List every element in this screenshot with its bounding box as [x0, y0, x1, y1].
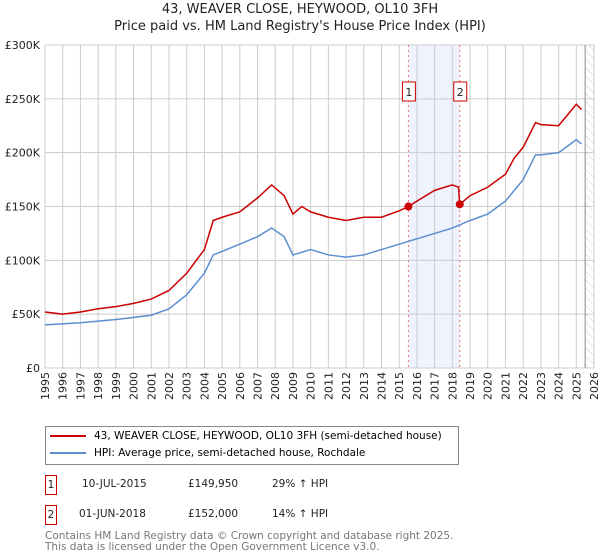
x-tick-label: 2025 — [570, 372, 583, 400]
x-tick-label: 2024 — [553, 372, 566, 400]
x-tick-label: 2013 — [358, 372, 371, 400]
sale-price: £152,000 — [188, 508, 239, 520]
x-tick-label: 1995 — [39, 372, 52, 400]
x-tick-label: 2009 — [287, 372, 300, 400]
x-tick-label: 2018 — [446, 372, 459, 400]
y-tick-label: £300K — [5, 39, 41, 52]
legend: 43, WEAVER CLOSE, HEYWOOD, OL10 3FH (sem… — [45, 426, 459, 465]
legend-label: 43, WEAVER CLOSE, HEYWOOD, OL10 3FH (sem… — [94, 430, 442, 442]
x-tick-label: 2026 — [588, 372, 600, 400]
x-tick-label: 2021 — [499, 372, 512, 400]
x-tick-label: 2006 — [234, 372, 247, 400]
sale-date: 01-JUN-2018 — [79, 508, 146, 520]
x-tick-label: 2003 — [181, 372, 194, 400]
sale-badge: 2 — [45, 505, 57, 525]
sale-marker-badge — [401, 81, 416, 102]
legend-item-property: 43, WEAVER CLOSE, HEYWOOD, OL10 3FH (sem… — [50, 430, 442, 442]
y-tick-label: £200K — [5, 147, 41, 160]
sale-marker-label: 1 — [405, 86, 412, 99]
x-tick-label: 1996 — [57, 372, 70, 400]
x-tick-label: 2008 — [269, 372, 282, 400]
x-tick-label: 1997 — [74, 372, 87, 400]
sale-marker-badge — [453, 81, 468, 102]
x-tick-label: 1999 — [110, 372, 123, 400]
footer-line: Contains HM Land Registry data © Crown c… — [45, 530, 454, 542]
sale-hpi: 14% ↑ HPI — [272, 508, 329, 520]
x-tick-label: 1998 — [92, 372, 105, 400]
sale-date: 10-JUL-2015 — [82, 478, 147, 490]
y-tick-label: £250K — [5, 93, 41, 106]
x-tick-label: 2012 — [340, 372, 353, 400]
sale-price: £149,950 — [188, 478, 239, 490]
legend-label: HPI: Average price, semi-detached house,… — [94, 447, 366, 459]
legend-swatch-red — [50, 435, 86, 437]
x-tick-label: 2015 — [393, 372, 406, 400]
x-tick-label: 2022 — [517, 372, 530, 400]
x-tick-label: 2005 — [216, 372, 229, 400]
x-tick-label: 2016 — [411, 372, 424, 400]
y-tick-label: £100K — [5, 254, 41, 267]
legend-item-hpi: HPI: Average price, semi-detached house,… — [50, 447, 365, 459]
x-tick-label: 2007 — [252, 372, 265, 400]
chart-title: 43, WEAVER CLOSE, HEYWOOD, OL10 3FH — [161, 2, 439, 17]
y-tick-label: £150K — [5, 201, 41, 214]
sale-point — [455, 200, 464, 209]
x-tick-label: 2020 — [482, 372, 495, 400]
sale-badge: 1 — [45, 475, 57, 495]
x-tick-label: 2017 — [429, 372, 442, 400]
x-tick-label: 2023 — [535, 372, 548, 400]
footer: Contains HM Land Registry data © Crown c… — [45, 531, 453, 553]
y-tick-label: £50K — [12, 308, 41, 321]
x-tick-label: 2011 — [322, 372, 335, 400]
x-tick-label: 2002 — [163, 372, 176, 400]
hpi-line — [44, 138, 583, 326]
price-paid-line — [44, 103, 583, 315]
x-tick-label: 2000 — [128, 372, 141, 400]
plot-area: 1995 1996 1997 1998 1999 2000 2001 2002 2003 2004… — [5, 39, 600, 400]
sale-hpi: 29% ↑ HPI — [272, 478, 329, 490]
sale-point — [404, 202, 413, 211]
x-tick-label: 2014 — [375, 372, 388, 400]
footer-line: This data is licensed under the Open Gov… — [45, 541, 380, 553]
sale-marker-label: 2 — [457, 86, 464, 99]
chart-subtitle: Price paid vs. HM Land Registry's House … — [114, 19, 486, 34]
legend-swatch-blue — [50, 452, 86, 454]
x-tick-label: 2019 — [464, 372, 477, 400]
x-tick-label: 2001 — [145, 372, 158, 400]
x-tick-label: 2004 — [198, 372, 211, 400]
x-tick-label: 2010 — [305, 372, 318, 400]
y-tick-label: £0 — [26, 362, 40, 375]
